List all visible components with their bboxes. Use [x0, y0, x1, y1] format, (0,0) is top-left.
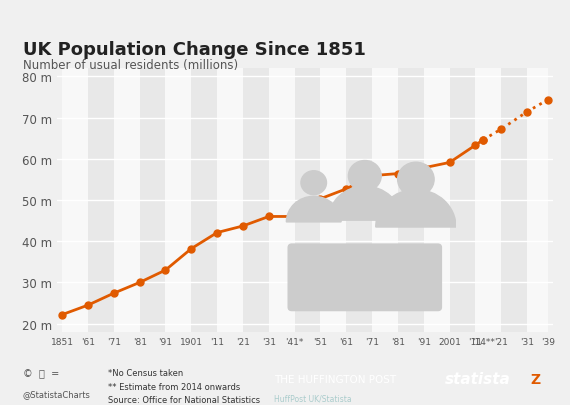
- Bar: [114, 69, 140, 332]
- Text: THE HUFFINGTON POST: THE HUFFINGTON POST: [274, 374, 396, 384]
- Text: HuffPost UK/Statista: HuffPost UK/Statista: [274, 393, 351, 402]
- Text: UK Population Change Since 1851: UK Population Change Since 1851: [23, 40, 366, 58]
- FancyBboxPatch shape: [288, 245, 441, 311]
- Bar: [88, 69, 114, 332]
- Polygon shape: [200, 358, 244, 405]
- Text: Z: Z: [530, 372, 540, 386]
- Bar: [398, 69, 424, 332]
- Bar: [165, 69, 192, 332]
- Text: *No Census taken
** Estimate from 2014 onwards
Source: Office for National Stati: *No Census taken ** Estimate from 2014 o…: [108, 369, 260, 404]
- Text: @StatistaCharts: @StatistaCharts: [23, 389, 91, 398]
- Bar: [320, 69, 347, 332]
- Text: ©  ⓘ  =: © ⓘ =: [23, 369, 59, 379]
- Wedge shape: [286, 197, 341, 222]
- Wedge shape: [328, 187, 401, 221]
- Bar: [372, 69, 398, 332]
- Text: Number of usual residents (millions): Number of usual residents (millions): [23, 59, 238, 72]
- Bar: [450, 69, 475, 332]
- Text: statista: statista: [445, 371, 510, 386]
- Bar: [527, 69, 548, 332]
- Bar: [424, 69, 450, 332]
- Bar: [347, 69, 372, 332]
- Bar: [217, 69, 243, 332]
- Bar: [501, 69, 527, 332]
- Bar: [140, 69, 165, 332]
- Bar: [62, 69, 88, 332]
- Bar: [475, 69, 501, 332]
- Bar: [243, 69, 269, 332]
- Circle shape: [398, 163, 434, 197]
- Bar: [192, 69, 217, 332]
- Wedge shape: [376, 190, 456, 228]
- Bar: [295, 69, 320, 332]
- Bar: [269, 69, 295, 332]
- Circle shape: [301, 171, 327, 195]
- Circle shape: [348, 161, 381, 192]
